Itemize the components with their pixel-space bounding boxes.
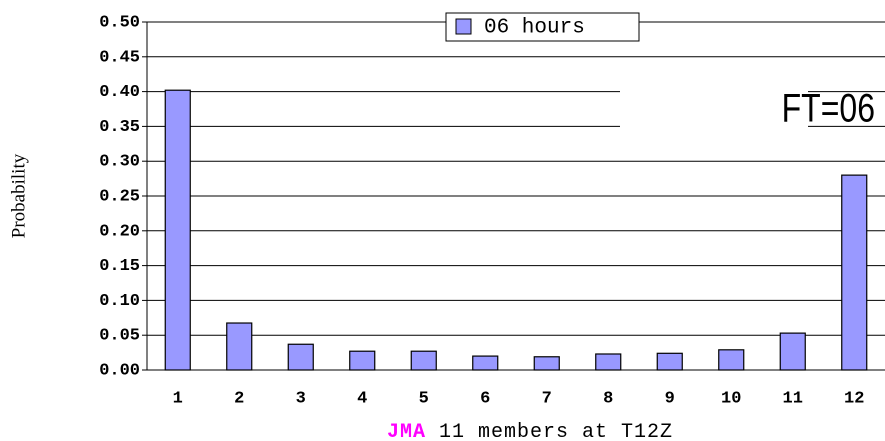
y-tick-label: 0.50: [99, 13, 140, 32]
y-tick-label: 0.40: [99, 83, 140, 102]
bar: [472, 355, 499, 371]
y-tick-label: 0.35: [99, 118, 140, 137]
y-tick-label: 0.30: [99, 153, 140, 172]
y-tick-label: 0.05: [99, 327, 140, 346]
y-tick-label: 0.20: [99, 222, 140, 241]
x-tick-label: 9: [665, 389, 675, 408]
grid: [142, 21, 885, 371]
x-tick-label: 6: [480, 389, 490, 408]
x-tick-label: 12: [844, 389, 864, 408]
bars: [164, 89, 868, 371]
bar: [287, 343, 314, 371]
y-tick-label: 0.45: [99, 48, 140, 67]
bar: [656, 352, 683, 371]
bar: [410, 350, 437, 371]
x-tick-label: 2: [234, 389, 244, 408]
x-axis-label-prefix: JMA: [387, 421, 426, 441]
legend-swatch: [455, 18, 472, 35]
annotation-box: [620, 76, 808, 150]
x-tick-label: 11: [783, 389, 803, 408]
bar: [841, 174, 868, 371]
annotation: FT=06: [782, 85, 875, 130]
y-tick-label: 0.00: [99, 361, 140, 380]
bar: [533, 356, 560, 371]
bar: [349, 350, 376, 371]
legend-label: 06 hours: [484, 17, 585, 40]
bar: [226, 322, 253, 371]
x-tick-label: 5: [419, 389, 429, 408]
x-axis-label: JMA 11 members at T12Z: [387, 421, 673, 441]
y-tick-label: 0.10: [99, 292, 140, 311]
x-tick-label: 10: [721, 389, 741, 408]
bar: [164, 89, 191, 371]
bar: [779, 332, 806, 371]
y-tick-label: 0.15: [99, 257, 140, 276]
bar: [595, 353, 622, 371]
x-tick-label: 4: [357, 389, 367, 408]
x-tick-label: 3: [296, 389, 306, 408]
bar: [718, 349, 745, 371]
legend-box: [445, 12, 640, 42]
legend: 06 hours: [445, 12, 640, 42]
y-tick-label: 0.25: [99, 187, 140, 206]
x-tick-label: 8: [603, 389, 613, 408]
y-axis-label: Probability: [8, 153, 29, 238]
x-tick-label: 7: [542, 389, 552, 408]
x-axis-label-text: 11 members at T12Z: [439, 421, 673, 441]
x-tick-label: 1: [173, 389, 183, 408]
